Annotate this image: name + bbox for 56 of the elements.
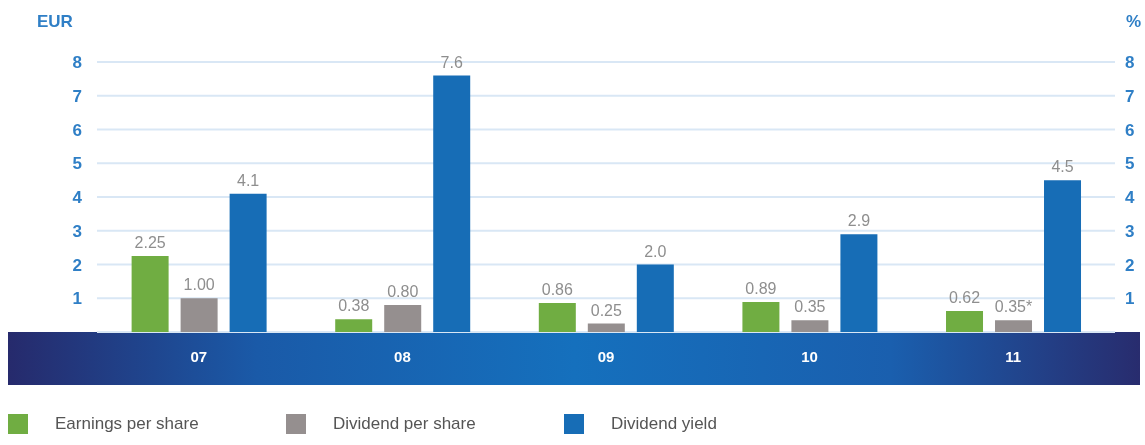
y2-tick-label: 3	[1125, 221, 1135, 241]
y2-tick-label: 1	[1125, 289, 1135, 309]
y-tick-label: 6	[72, 120, 82, 140]
x-tick-label: 10	[801, 347, 818, 365]
data-label: 2.9	[847, 212, 871, 230]
y2-tick-label: 8	[1125, 53, 1135, 73]
y2-tick-label: 6	[1125, 120, 1135, 140]
data-label: 0.86	[541, 280, 573, 298]
y-tick-label: 7	[72, 86, 82, 106]
data-label: 0.80	[387, 283, 419, 300]
x-tick-label: 11	[1005, 347, 1022, 365]
data-label: 1.00	[183, 276, 215, 294]
data-label: 0.35*	[994, 298, 1033, 316]
x-tick-label: 09	[597, 347, 615, 365]
bar	[636, 264, 674, 332]
y-tick-label: 4	[72, 188, 83, 208]
data-label: 7.6	[440, 53, 463, 71]
data-label: 0.38	[338, 297, 370, 315]
y2-axis-title: %	[1125, 12, 1141, 32]
bar	[587, 323, 625, 332]
bar	[335, 319, 373, 332]
y2-tick-label: 2	[1125, 255, 1135, 275]
bar	[995, 320, 1033, 332]
bar	[1044, 180, 1082, 332]
data-label: 0.89	[745, 279, 777, 297]
data-label: 4.1	[236, 171, 260, 189]
bar	[433, 75, 471, 332]
bar	[229, 193, 267, 332]
bar	[946, 311, 984, 332]
legend-label: Earnings per share	[55, 414, 199, 434]
y-tick-label: 2	[72, 255, 82, 275]
data-label: 2.0	[644, 242, 667, 260]
legend-label: Dividend yield	[611, 414, 717, 434]
bar	[180, 298, 218, 332]
bar	[131, 256, 169, 332]
bar	[538, 302, 576, 332]
bar	[384, 305, 422, 332]
legend-label: Dividend per share	[333, 414, 476, 434]
y2-tick-label: 7	[1125, 86, 1135, 106]
x-tick-label: 07	[190, 347, 208, 365]
y2-tick-label: 5	[1125, 154, 1135, 174]
x-tick-label: 08	[394, 347, 411, 365]
data-label: 0.25	[590, 301, 622, 319]
data-label: 0.62	[948, 289, 981, 307]
bar	[742, 301, 780, 332]
bar	[840, 234, 878, 332]
data-label: 2.25	[134, 234, 166, 252]
bar	[791, 320, 829, 332]
y-axis-title: EUR	[37, 12, 73, 32]
y-tick-label: 3	[72, 221, 82, 241]
y-tick-label: 8	[72, 53, 82, 73]
y-tick-label: 1	[72, 289, 82, 309]
y2-tick-label: 4	[1125, 188, 1135, 208]
data-label: 4.5	[1051, 158, 1074, 176]
y-tick-label: 5	[72, 154, 82, 174]
data-label: 0.35	[794, 298, 826, 316]
